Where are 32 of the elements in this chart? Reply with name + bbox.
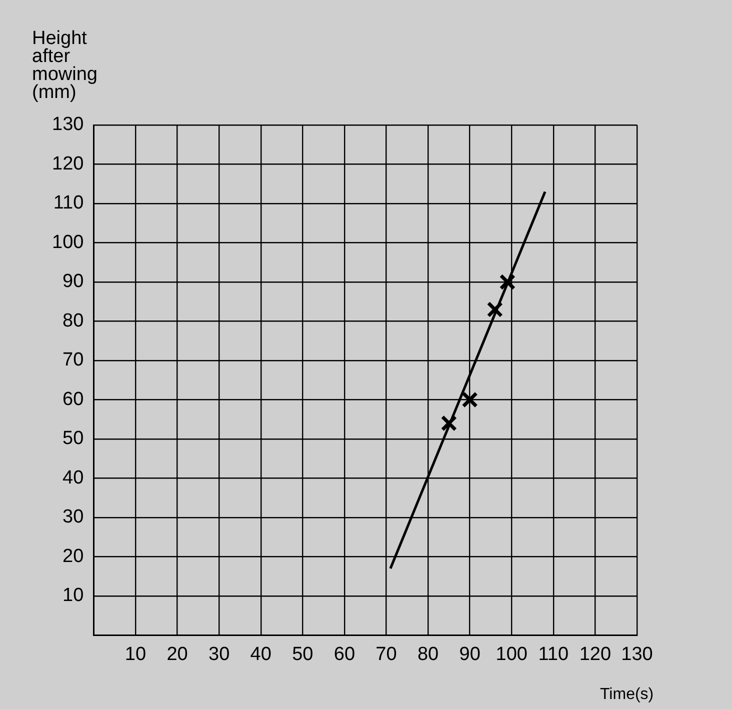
y-tick-label: 20 — [62, 546, 84, 567]
y-tick-label: 70 — [62, 350, 84, 371]
x-tick-label: 10 — [124, 644, 146, 665]
x-tick-label: 100 — [496, 644, 528, 665]
y-tick-label: 80 — [62, 310, 84, 332]
point — [486, 301, 504, 318]
x-tick-label: 130 — [621, 644, 653, 665]
y-tick-label: 130 — [52, 114, 84, 136]
x-tick-label: 110 — [538, 644, 569, 665]
y-axis-title: Height after mowing (mm) — [32, 28, 98, 103]
x-tick-label: 120 — [579, 644, 612, 665]
point — [462, 392, 478, 408]
x-tick-label: 60 — [334, 644, 356, 665]
y-tick-label: 10 — [62, 585, 84, 606]
y-tick-label: 110 — [53, 192, 84, 214]
y-tick-label: 50 — [62, 428, 84, 450]
x-tick-label: 70 — [376, 644, 397, 665]
y-tick-label: 100 — [52, 232, 84, 253]
x-tick-label: 40 — [250, 644, 272, 665]
x-tick-label: 80 — [417, 644, 439, 665]
y-tick-label: 60 — [62, 388, 84, 410]
point — [499, 274, 516, 290]
point — [440, 415, 458, 432]
y-tick-label: 30 — [62, 506, 84, 528]
y-tick-label: 40 — [62, 467, 84, 488]
x-axis-title: Time(s) — [600, 686, 654, 704]
x-tick-label: 20 — [166, 644, 188, 665]
x-tick-label: 50 — [292, 644, 314, 665]
x-tick-label: 30 — [208, 644, 230, 665]
y-tick-label: 90 — [62, 271, 84, 292]
y-tick-label: 120 — [52, 153, 84, 174]
x-tick-label: 90 — [459, 644, 480, 665]
